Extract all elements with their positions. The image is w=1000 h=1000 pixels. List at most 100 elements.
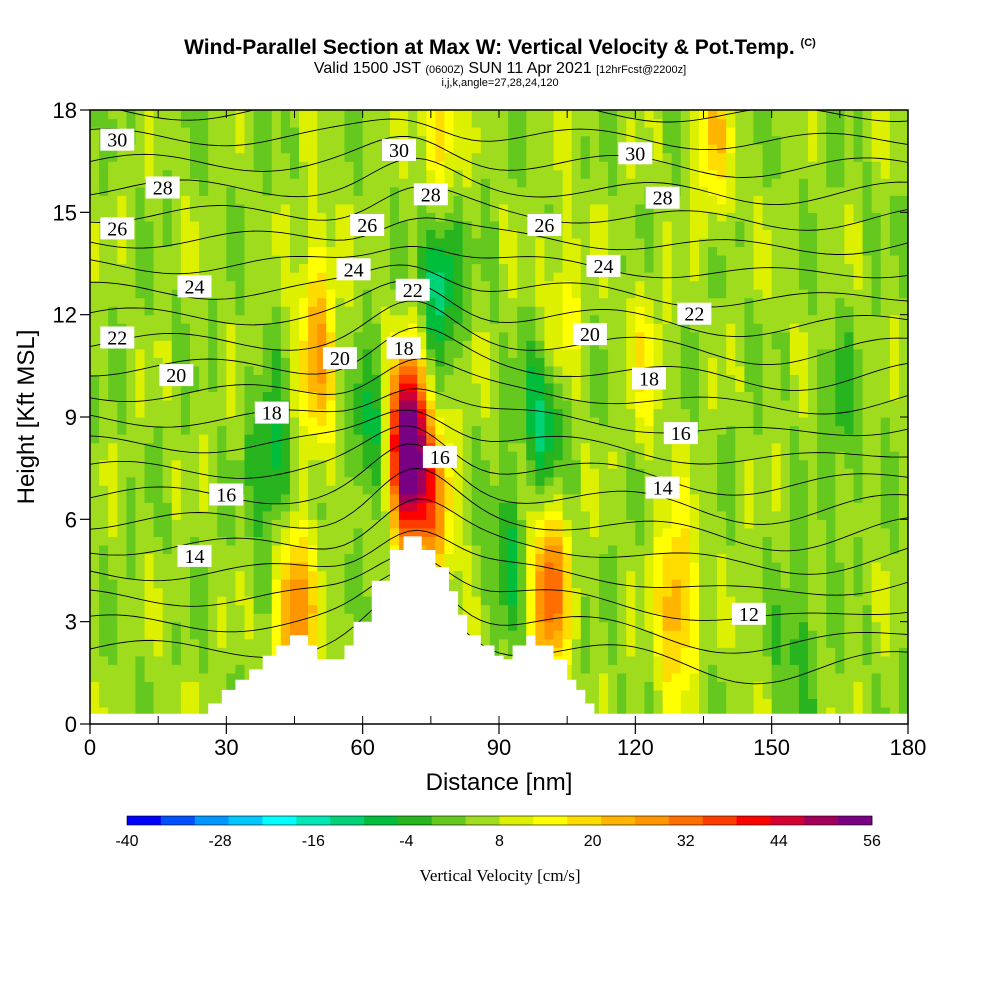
velocity-cell bbox=[526, 374, 536, 384]
velocity-cell bbox=[453, 365, 464, 375]
velocity-cell bbox=[317, 468, 327, 478]
velocity-cell bbox=[299, 527, 309, 537]
velocity-cell bbox=[117, 263, 127, 273]
velocity-cell bbox=[226, 110, 237, 120]
velocity-cell bbox=[317, 434, 327, 444]
velocity-cell bbox=[253, 638, 264, 648]
velocity-cell bbox=[180, 536, 191, 546]
velocity-cell bbox=[389, 399, 400, 410]
velocity-cell bbox=[117, 553, 127, 563]
velocity-cell bbox=[608, 604, 618, 614]
velocity-cell bbox=[562, 229, 573, 239]
velocity-cell bbox=[408, 527, 418, 537]
velocity-cell bbox=[244, 485, 255, 495]
velocity-cell bbox=[453, 152, 464, 162]
velocity-cell bbox=[671, 331, 682, 341]
velocity-cell bbox=[117, 493, 127, 503]
velocity-cell bbox=[144, 161, 155, 171]
velocity-cell bbox=[253, 272, 264, 282]
velocity-cell bbox=[280, 161, 291, 171]
velocity-cell bbox=[90, 263, 100, 273]
velocity-cell bbox=[90, 579, 100, 589]
velocity-cell bbox=[635, 493, 646, 503]
velocity-cell bbox=[671, 152, 682, 162]
velocity-cell bbox=[680, 621, 691, 631]
velocity-cell bbox=[489, 502, 500, 512]
velocity-cell bbox=[226, 186, 237, 196]
velocity-cell bbox=[208, 468, 218, 478]
velocity-cell bbox=[99, 604, 109, 614]
velocity-cell bbox=[689, 237, 700, 248]
velocity-cell bbox=[598, 442, 609, 452]
velocity-cell bbox=[344, 468, 355, 478]
velocity-cell bbox=[571, 579, 582, 589]
velocity-cell bbox=[635, 519, 646, 529]
velocity-cell bbox=[571, 672, 582, 682]
velocity-cell bbox=[708, 365, 718, 375]
velocity-cell bbox=[199, 297, 209, 307]
velocity-cell bbox=[117, 672, 127, 682]
velocity-cell bbox=[408, 502, 418, 512]
velocity-cell bbox=[126, 451, 137, 461]
velocity-cell bbox=[189, 161, 200, 171]
velocity-cell bbox=[617, 493, 627, 503]
velocity-cell bbox=[589, 399, 600, 410]
velocity-cell bbox=[617, 434, 627, 444]
velocity-cell bbox=[326, 272, 336, 282]
velocity-cell bbox=[299, 544, 309, 555]
velocity-cell bbox=[553, 289, 564, 299]
velocity-cell bbox=[335, 331, 346, 341]
velocity-cell bbox=[189, 493, 200, 503]
velocity-cell bbox=[90, 365, 100, 375]
velocity-cell bbox=[217, 613, 227, 623]
velocity-cell bbox=[253, 510, 264, 520]
velocity-cell bbox=[299, 161, 309, 171]
velocity-cell bbox=[499, 297, 509, 307]
velocity-cell bbox=[644, 357, 655, 367]
velocity-cell bbox=[553, 169, 564, 179]
velocity-cell bbox=[235, 144, 246, 154]
velocity-cell bbox=[435, 485, 446, 495]
velocity-cell bbox=[108, 553, 118, 563]
velocity-cell bbox=[171, 638, 182, 648]
velocity-cell bbox=[235, 604, 246, 614]
velocity-cell bbox=[126, 621, 137, 631]
velocity-cell bbox=[135, 391, 146, 401]
velocity-cell bbox=[380, 442, 391, 452]
velocity-cell bbox=[399, 110, 409, 120]
velocity-cell bbox=[499, 536, 509, 546]
velocity-cell bbox=[344, 374, 355, 384]
velocity-cell bbox=[262, 476, 273, 486]
velocity-cell bbox=[171, 604, 182, 614]
velocity-cell bbox=[617, 254, 627, 265]
velocity-cell bbox=[426, 527, 436, 537]
velocity-cell bbox=[635, 203, 646, 213]
velocity-cell bbox=[144, 297, 155, 307]
velocity-cell bbox=[489, 348, 500, 358]
velocity-cell bbox=[144, 468, 155, 478]
velocity-cell bbox=[253, 493, 264, 503]
velocity-cell bbox=[253, 357, 264, 367]
velocity-cell bbox=[480, 220, 491, 230]
velocity-cell bbox=[535, 391, 546, 401]
velocity-cell bbox=[626, 544, 636, 555]
velocity-cell bbox=[644, 510, 655, 520]
velocity-cell bbox=[380, 425, 391, 435]
velocity-cell bbox=[90, 536, 100, 546]
velocity-cell bbox=[589, 289, 600, 299]
velocity-cell bbox=[380, 536, 391, 546]
velocity-cell bbox=[399, 246, 409, 256]
velocity-cell bbox=[271, 544, 282, 555]
velocity-cell bbox=[371, 365, 382, 375]
velocity-cell bbox=[553, 365, 564, 375]
velocity-cell bbox=[571, 186, 582, 196]
valid-time: Valid 1500 JST (0600Z) SUN 11 Apr 2021 [… bbox=[313, 60, 687, 77]
velocity-cell bbox=[380, 459, 391, 469]
velocity-cell bbox=[162, 604, 173, 614]
velocity-cell bbox=[598, 536, 609, 546]
velocity-cell bbox=[580, 655, 591, 665]
velocity-cell bbox=[626, 604, 636, 614]
velocity-cell bbox=[689, 468, 700, 478]
velocity-cell bbox=[626, 186, 636, 196]
velocity-cell bbox=[271, 323, 282, 333]
